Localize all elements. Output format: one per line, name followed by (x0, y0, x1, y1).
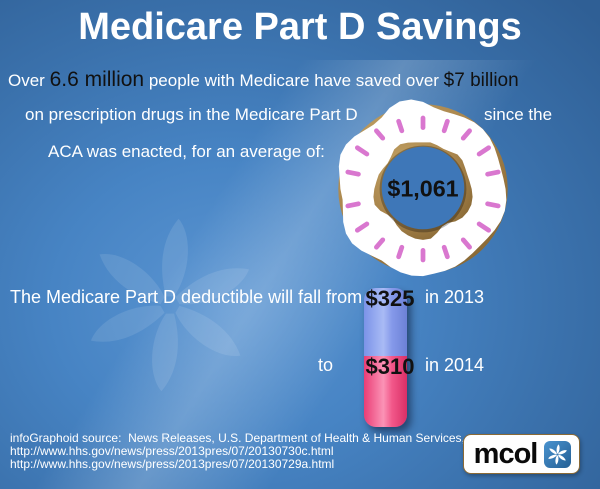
svg-text:$1,061: $1,061 (387, 175, 458, 201)
